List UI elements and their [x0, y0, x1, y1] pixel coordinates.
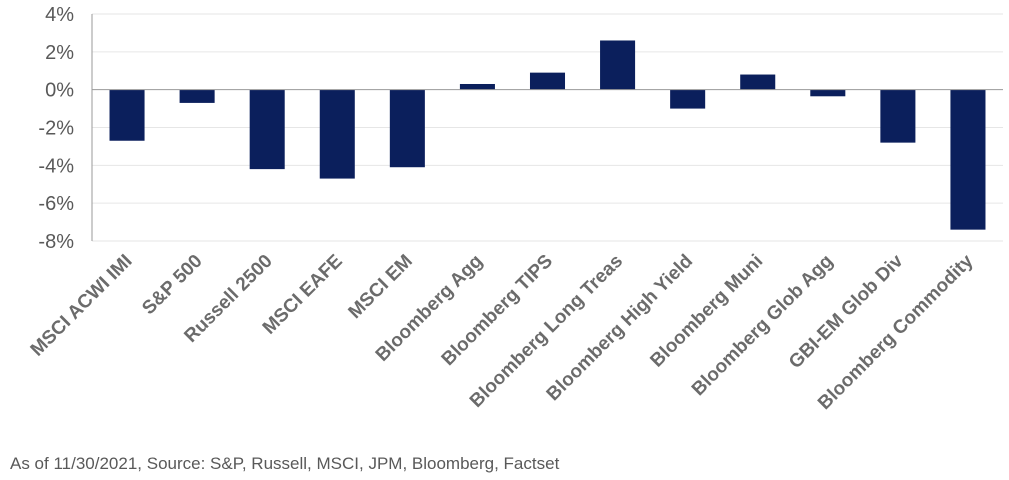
x-tick-label: MSCI EM — [345, 251, 417, 323]
bar — [529, 72, 566, 90]
bar — [389, 89, 425, 168]
bar — [459, 83, 495, 90]
y-tick-label: -2% — [38, 118, 74, 140]
bar-chart: 4% 2% 0% -2% -4% -6% -8% MSCI ACWI IMI S&P 500R… — [27, 4, 1003, 414]
x-tick-label: S&P 500 — [138, 251, 206, 319]
bar — [249, 89, 285, 170]
bar — [600, 40, 636, 90]
bar — [319, 89, 355, 179]
y-tick-label: -6% — [38, 193, 74, 215]
y-tick-label: 2% — [45, 42, 74, 64]
bar — [179, 89, 215, 103]
bar — [109, 89, 145, 141]
bar — [950, 89, 986, 230]
y-tick-label: 0% — [45, 80, 74, 102]
y-tick-labels: 4% 2% 0% -2% -4% -6% -8% — [38, 4, 74, 253]
y-tick-label: 4% — [45, 4, 74, 26]
bar — [740, 74, 776, 90]
bar — [810, 89, 846, 97]
source-footnote: As of 11/30/2021, Source: S&P, Russell, … — [10, 454, 560, 473]
x-tick-label: MSCI ACWI IMI — [27, 251, 137, 361]
bar — [880, 89, 916, 143]
y-tick-label: -4% — [38, 155, 74, 177]
x-tick-label: Bloomberg Glob Agg — [688, 251, 837, 400]
bar — [670, 89, 706, 109]
bars-group — [109, 40, 986, 230]
y-tick-label: -8% — [38, 231, 74, 253]
gridlines — [92, 13, 1003, 242]
axes — [91, 14, 1003, 241]
